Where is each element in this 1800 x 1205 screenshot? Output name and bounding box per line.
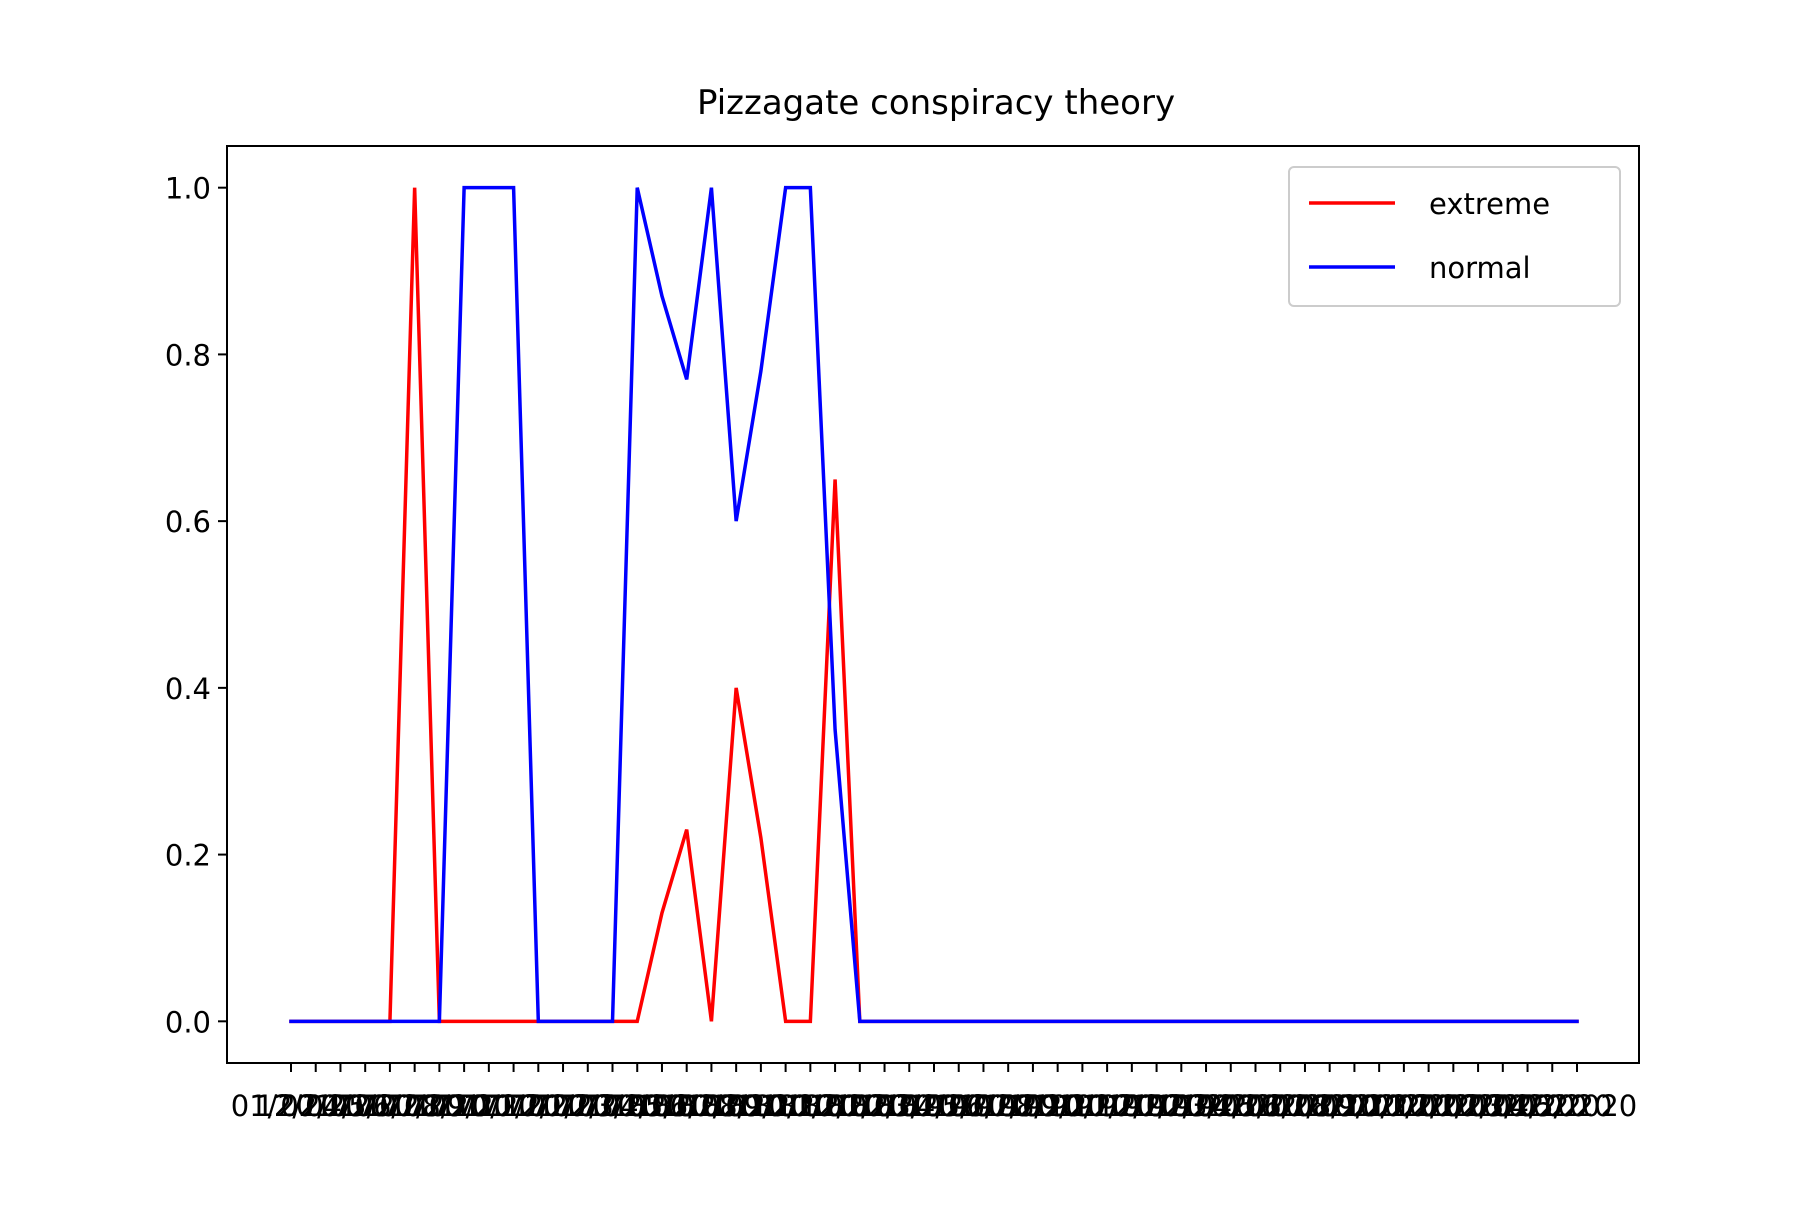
- x-tick-label: 06/2019: [948, 1089, 1068, 1123]
- x-tick-label: 10/2020: [1344, 1089, 1464, 1123]
- x-tick-label: 02/2018: [552, 1089, 672, 1123]
- series-line-extreme: [289, 187, 1579, 1024]
- x-tick-label: 06/2017: [354, 1089, 474, 1123]
- x-tick-label: 02/2019: [849, 1089, 969, 1123]
- x-tick-label: 05/2019: [923, 1089, 1043, 1123]
- x-tick-label: 07/2018: [676, 1089, 796, 1123]
- x-tick-label: 11/2017: [478, 1089, 598, 1123]
- x-tick-label: 11/2019: [1072, 1089, 1192, 1123]
- x-tick-label: 03/2020: [1467, 1089, 1587, 1123]
- x-tick-label: 09/2019: [1022, 1089, 1142, 1123]
- x-tick-label: 04/2020: [1195, 1089, 1315, 1123]
- x-tick-label: 04/2018: [602, 1089, 722, 1123]
- x-axis: 01/201712/201702/201704/201705/201706/20…: [231, 1063, 1637, 1123]
- x-tick-label: 09/2017: [429, 1089, 549, 1123]
- x-tick-label: 10/2019: [1047, 1089, 1167, 1123]
- x-tick-label: 07/2020: [1269, 1089, 1389, 1123]
- x-tick-label: 12/2019: [1096, 1089, 1216, 1123]
- x-tick-label: 02/2020: [1146, 1089, 1266, 1123]
- x-tick-label: 12/2020: [1393, 1089, 1513, 1123]
- x-tick-label: 11/2018: [775, 1089, 895, 1123]
- x-tick-label: 08/2017: [404, 1089, 524, 1123]
- x-tick-label: 05/2018: [626, 1089, 746, 1123]
- x-tick-label: 08/2019: [997, 1089, 1117, 1123]
- x-tick-label: 03/2020: [1171, 1089, 1291, 1123]
- x-tick-label: 06/2020: [1245, 1089, 1365, 1123]
- series-layer: [289, 185, 1579, 1024]
- y-tick-label: 0.4: [165, 672, 211, 706]
- x-tick-label: 03/2018: [577, 1089, 697, 1123]
- x-tick-label: 05/2017: [330, 1089, 450, 1123]
- x-tick-label: 10/2018: [750, 1089, 870, 1123]
- x-tick-label: 12/2017: [255, 1089, 375, 1123]
- x-tick-label: 05/2020: [1517, 1089, 1637, 1123]
- x-tick-label: 10/2017: [453, 1089, 573, 1123]
- legend-label-normal: normal: [1429, 251, 1531, 285]
- x-tick-label: 01/2020: [1121, 1089, 1241, 1123]
- x-tick-label: 02/2017: [280, 1089, 400, 1123]
- x-tick-label: 06/2018: [651, 1089, 771, 1123]
- chart-title: Pizzagate conspiracy theory: [697, 83, 1175, 123]
- x-tick-label: 12/2017: [503, 1089, 623, 1123]
- x-tick-label: 02/2020: [1443, 1089, 1563, 1123]
- x-tick-label: 11/2020: [1368, 1089, 1488, 1123]
- x-tick-label: 01/2017: [231, 1089, 351, 1123]
- x-tick-label: 07/2017: [379, 1089, 499, 1123]
- x-tick-label: 05/2020: [1220, 1089, 1340, 1123]
- y-tick-label: 0.2: [165, 839, 211, 873]
- x-tick-label: 04/2020: [1492, 1089, 1612, 1123]
- series-line-normal: [289, 185, 1579, 1024]
- x-tick-label: 09/2018: [725, 1089, 845, 1123]
- x-tick-label: 01/2019: [824, 1089, 944, 1123]
- y-tick-label: 0.6: [165, 505, 211, 539]
- legend-label-extreme: extreme: [1429, 187, 1550, 221]
- x-tick-label: 07/2019: [973, 1089, 1093, 1123]
- x-tick-label: 04/2017: [305, 1089, 425, 1123]
- y-axis: 0.0 0.2 0.4 0.6 0.8 1.0: [165, 172, 227, 1039]
- x-tick-label: 01/2018: [528, 1089, 648, 1123]
- x-tick-label: 03/2019: [874, 1089, 994, 1123]
- x-tick-label: 08/2018: [701, 1089, 821, 1123]
- x-tick-label: 04/2019: [898, 1089, 1018, 1123]
- x-tick-label: 09/2020: [1319, 1089, 1439, 1123]
- y-tick-label: 0.8: [165, 338, 211, 372]
- y-tick-label: 0.0: [165, 1005, 211, 1039]
- x-tick-label: 12/2018: [800, 1089, 920, 1123]
- legend: extreme normal: [1288, 166, 1621, 307]
- y-tick-label: 1.0: [165, 172, 211, 206]
- x-tick-label: 01/2020: [1418, 1089, 1538, 1123]
- x-tick-label: 08/2020: [1294, 1089, 1414, 1123]
